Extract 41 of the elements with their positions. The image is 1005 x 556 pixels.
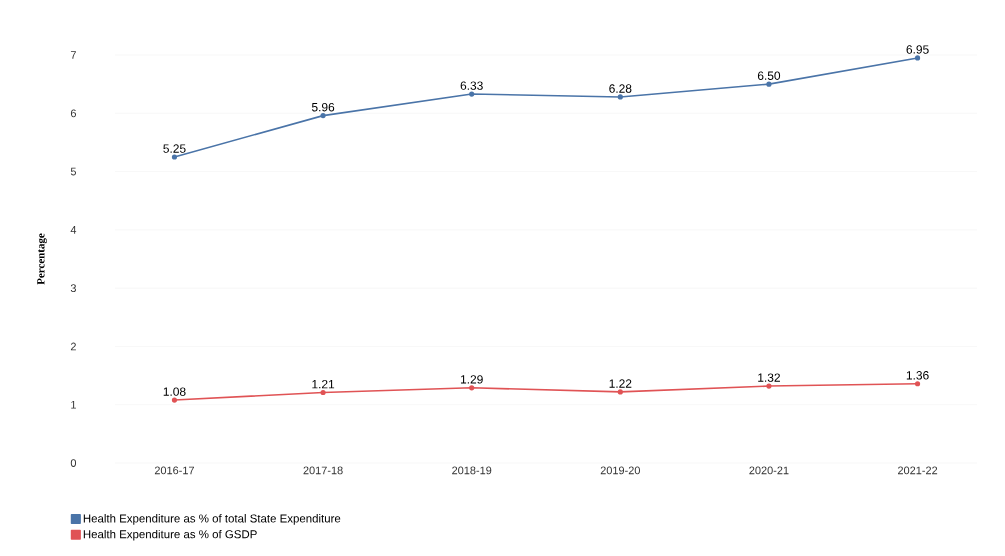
point (469, 91, 475, 97)
point (171, 397, 178, 403)
data-label: 1.21 (312, 379, 335, 389)
point (766, 383, 772, 389)
data-label: 6.95 (906, 45, 929, 54)
point (320, 389, 326, 396)
y-tick-label: 1 (71, 400, 76, 409)
data-label: 5.96 (311, 102, 335, 112)
data-label: 5.25 (163, 144, 186, 153)
y-tick-label: 6 (70, 109, 76, 118)
x-tick-label: 2017-18 (303, 466, 343, 475)
point (320, 113, 326, 119)
x-tick-label: 2020-21 (749, 466, 789, 475)
legend-label: Health Expenditure as % of GSDP (83, 529, 257, 541)
y-tick-label: 4 (70, 226, 77, 234)
data-label: 1.32 (758, 373, 780, 382)
data-label: 1.22 (609, 379, 632, 388)
point (766, 81, 772, 87)
point (469, 385, 475, 391)
y-tick-label: 3 (70, 284, 76, 293)
point (914, 55, 921, 61)
x-tick-label: 2018-19 (452, 466, 492, 475)
data-label: 6.28 (609, 84, 632, 93)
x-tick-label: 2021-22 (898, 466, 938, 475)
data-label: 6.50 (757, 71, 781, 80)
data-label: 1.29 (460, 375, 483, 384)
y-tick-label: 0 (70, 459, 77, 467)
data-label: 6.33 (460, 81, 483, 90)
data-label: 1.08 (163, 387, 186, 396)
x-tick-label: 2019-20 (600, 466, 640, 475)
point (617, 94, 623, 100)
y-tick-label: 7 (70, 51, 76, 59)
point (617, 389, 623, 395)
y-tick-label: 2 (70, 342, 76, 351)
legend-label: Health Expenditure as % of total State Expenditure (83, 514, 341, 525)
y-tick-label: 5 (70, 167, 77, 176)
point (171, 154, 178, 160)
y-axis-title: Percentage (37, 233, 47, 285)
x-tick-label: 2016-17 (154, 466, 194, 475)
point (914, 381, 921, 387)
data-label: 1.36 (906, 371, 929, 380)
